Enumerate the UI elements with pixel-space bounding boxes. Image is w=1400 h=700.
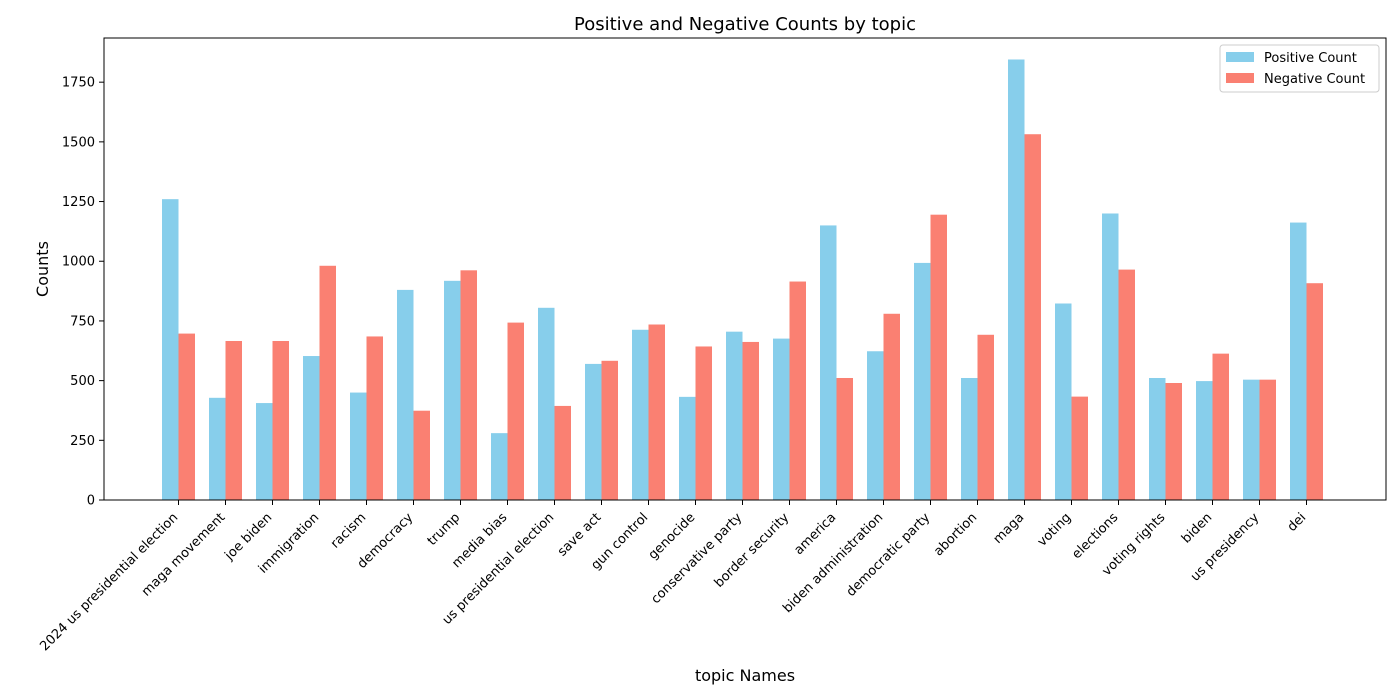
positive-bar-15	[867, 351, 884, 500]
negative-bar-8	[554, 405, 571, 500]
positive-bar-12	[726, 331, 743, 500]
positive-bar-13	[773, 338, 790, 500]
y-tick-label-4: 1000	[62, 255, 95, 270]
y-tick-label-0: 0	[87, 494, 95, 509]
positive-bar-17	[961, 377, 978, 500]
positive-bar-24	[1290, 222, 1307, 501]
positive-bar-22	[1196, 381, 1213, 500]
negative-bar-17	[977, 334, 994, 500]
positive-bar-2	[256, 403, 273, 500]
negative-bar-22	[1212, 353, 1229, 500]
negative-bar-11	[695, 346, 712, 500]
negative-bar-14	[836, 377, 853, 500]
positive-bar-1	[209, 397, 226, 500]
positive-bar-0	[162, 199, 179, 501]
negative-bar-24	[1306, 283, 1323, 500]
bars-group	[162, 59, 1323, 501]
positive-bar-21	[1149, 377, 1166, 500]
legend-box	[1219, 44, 1380, 93]
y-tick-label-3: 750	[70, 314, 95, 329]
legend-swatch-0	[1226, 52, 1254, 62]
negative-bar-3	[319, 265, 336, 500]
positive-bar-23	[1243, 379, 1260, 500]
negative-bar-19	[1071, 396, 1088, 500]
negative-bar-2	[272, 340, 289, 500]
negative-bar-0	[178, 333, 195, 500]
positive-bar-10	[632, 329, 649, 500]
y-tick-label-7: 1750	[62, 76, 95, 91]
x-tick-label-6: trump	[425, 510, 464, 549]
x-tick-label-1: maga movement	[139, 510, 228, 599]
y-axis: 0 250 500 750 1000 1250 1500 1750	[62, 76, 104, 509]
x-tick-label-24: dei	[1285, 510, 1310, 535]
x-tick-label-12: conservative party	[648, 510, 745, 607]
negative-bar-10	[648, 324, 665, 500]
positive-bar-5	[397, 289, 414, 500]
y-tick-label-6: 1500	[62, 135, 95, 150]
x-tick-label-19: voting	[1035, 510, 1074, 549]
x-tick-label-22: biden	[1179, 510, 1215, 546]
negative-bar-5	[413, 410, 430, 500]
plot-frame	[103, 37, 1387, 501]
negative-bar-7	[507, 322, 524, 500]
negative-bar-23	[1259, 379, 1276, 500]
y-tick-label-2: 500	[70, 374, 95, 389]
legend-label-1: Negative Count	[1264, 72, 1365, 87]
negative-bar-20	[1118, 269, 1135, 500]
positive-bar-14	[820, 225, 837, 500]
positive-bar-18	[1008, 59, 1025, 500]
negative-bar-4	[366, 336, 383, 500]
positive-bar-20	[1102, 213, 1119, 500]
x-tick-label-18: maga	[991, 510, 1028, 547]
negative-bar-13	[789, 281, 806, 500]
x-tick-label-4: racism	[328, 510, 369, 551]
positive-bar-19	[1055, 303, 1072, 500]
legend: Positive Count Negative Count	[1219, 44, 1380, 93]
positive-bar-3	[303, 356, 320, 500]
negative-bar-21	[1165, 383, 1182, 500]
x-axis-title: topic Names	[695, 666, 795, 685]
positive-bar-8	[538, 307, 555, 500]
y-axis-title: Counts	[33, 241, 52, 297]
legend-swatch-1	[1226, 73, 1254, 83]
negative-bar-15	[883, 313, 900, 500]
negative-bar-16	[930, 214, 947, 500]
negative-bar-18	[1024, 134, 1041, 500]
positive-bar-6	[444, 280, 461, 500]
positive-bar-4	[350, 392, 367, 500]
positive-bar-11	[679, 396, 696, 500]
negative-bar-9	[601, 360, 618, 500]
positive-bar-9	[585, 363, 602, 500]
positive-bar-16	[914, 262, 931, 500]
y-tick-label-1: 250	[70, 434, 95, 449]
negative-bar-6	[460, 270, 477, 500]
positive-bar-7	[491, 433, 508, 500]
x-tick-label-17: abortion	[931, 510, 980, 559]
chart-title: Positive and Negative Counts by topic	[574, 14, 916, 35]
legend-label-0: Positive Count	[1264, 51, 1357, 66]
x-tick-label-16: democratic party	[844, 510, 934, 600]
y-tick-label-5: 1250	[62, 195, 95, 210]
x-tick-label-9: save act	[555, 510, 604, 559]
x-tick-label-14: america	[791, 510, 839, 558]
negative-bar-1	[225, 340, 242, 500]
negative-bar-12	[742, 341, 759, 500]
